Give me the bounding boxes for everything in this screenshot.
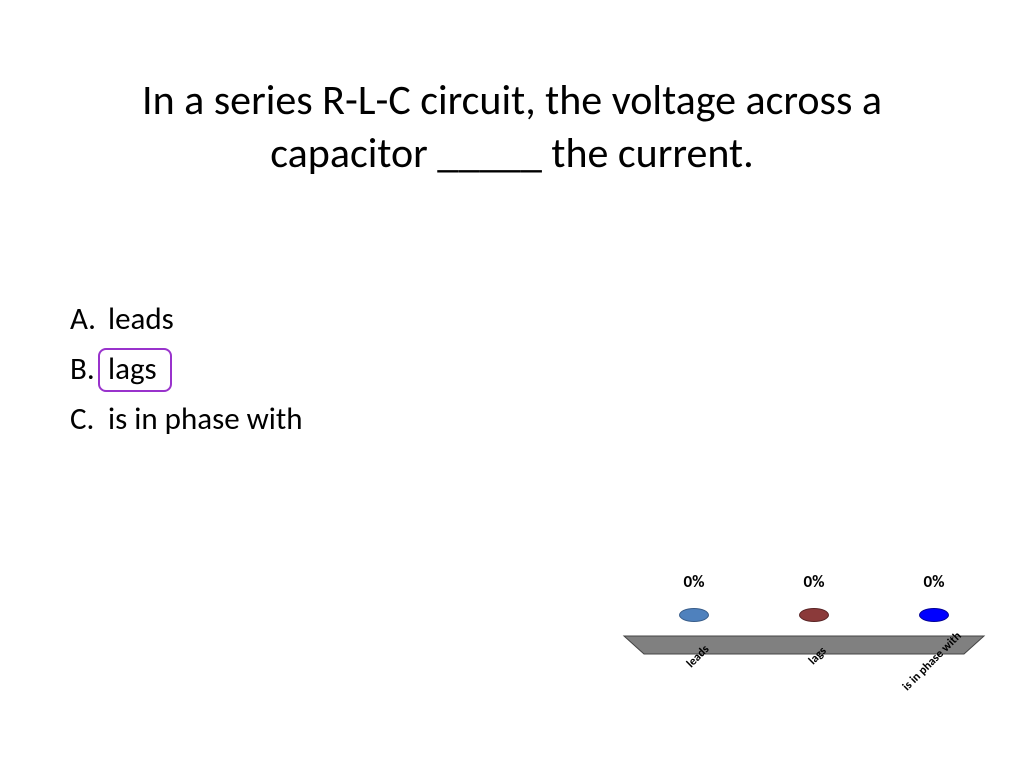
option-letter: C.: [70, 400, 108, 438]
option-text: is in phase with: [108, 400, 303, 438]
bar-disc-2: [919, 608, 949, 622]
pct-label-1: 0%: [803, 571, 824, 592]
option-letter: A.: [70, 300, 108, 338]
pct-label-2: 0%: [923, 571, 944, 592]
options-list: A. leads B. lags C. is in phase with: [70, 300, 303, 450]
pct-label-0: 0%: [683, 571, 704, 592]
chart-slab: [624, 636, 984, 654]
option-text: leads: [108, 300, 174, 338]
question-text: In a series R-L-C circuit, the voltage a…: [70, 75, 954, 180]
option-c[interactable]: C. is in phase with: [70, 400, 303, 438]
bar-disc-1: [799, 608, 829, 622]
option-a[interactable]: A. leads: [70, 300, 303, 338]
option-b[interactable]: B. lags: [70, 350, 303, 388]
bar-disc-0: [679, 608, 709, 622]
option-text: lags: [108, 350, 157, 388]
option-letter: B.: [70, 350, 108, 388]
response-chart: 0% 0% 0% leads lags is in phase with: [614, 568, 994, 738]
